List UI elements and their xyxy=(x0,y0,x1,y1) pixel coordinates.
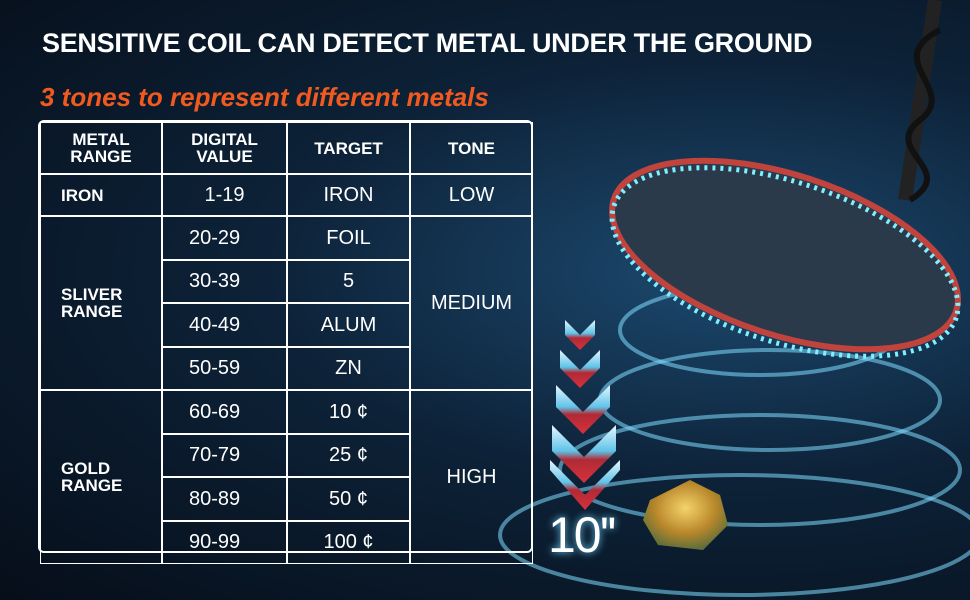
digital-value: 90-99 xyxy=(162,520,287,564)
tone: LOW xyxy=(410,174,533,216)
target: ZN xyxy=(287,346,410,390)
target: 25 ¢ xyxy=(287,433,410,477)
digital-value: 1-19 xyxy=(162,174,287,216)
digital-value: 50-59 xyxy=(162,346,287,390)
metal-range: GOLD RANGE xyxy=(40,390,162,564)
column-header: DIGITAL VALUE xyxy=(162,122,287,174)
target: 10 ¢ xyxy=(287,390,410,434)
target: FOIL xyxy=(287,216,410,260)
metal-table: METAL RANGE DIGITAL VALUE TARGET TONE IRON LO… xyxy=(38,120,533,564)
column-header: METAL RANGE xyxy=(40,122,162,174)
column-header: TONE xyxy=(410,122,533,174)
title: SENSITIVE COIL CAN DETECT METAL UNDER TH… xyxy=(42,28,813,58)
target: 5 xyxy=(287,259,410,303)
digital-value: 80-89 xyxy=(162,477,287,521)
digital-value: 30-39 xyxy=(162,259,287,303)
tone: MEDIUM xyxy=(410,216,533,390)
target: ALUM xyxy=(287,303,410,347)
metal-range: SLIVER RANGE xyxy=(40,216,162,390)
subtitle: 3 tones to represent different metals xyxy=(40,82,489,112)
digital-value: 20-29 xyxy=(162,216,287,260)
tone: HIGH xyxy=(410,390,533,564)
depth-label: 10'' xyxy=(548,507,617,563)
target: 50 ¢ xyxy=(287,477,410,521)
digital-value: 40-49 xyxy=(162,303,287,347)
target: 100 ¢ xyxy=(287,520,410,564)
digital-value: 70-79 xyxy=(162,433,287,477)
digital-value: 60-69 xyxy=(162,390,287,434)
metal-range: IRON xyxy=(40,174,162,216)
column-header: TARGET xyxy=(287,122,410,174)
target: IRON xyxy=(287,174,410,216)
